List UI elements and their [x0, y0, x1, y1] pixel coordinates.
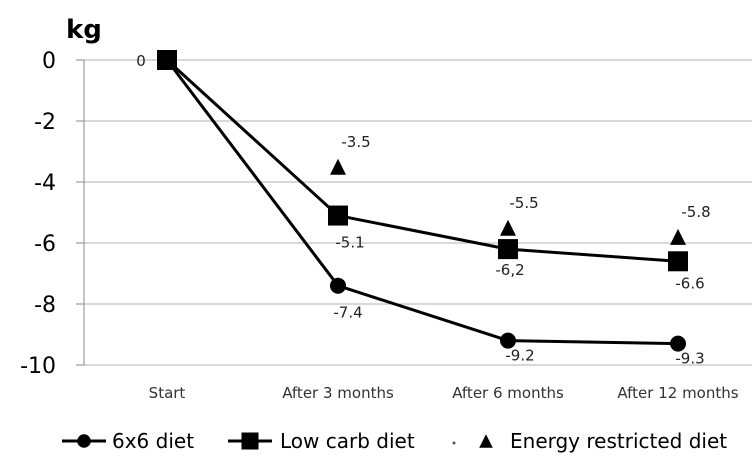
- data-label-energy-restricted-diet: -5.5: [509, 194, 538, 212]
- data-point-low-carb-diet: [498, 239, 518, 260]
- data-label-energy-restricted-diet: -3.5: [341, 133, 370, 151]
- gridlines: [84, 59, 752, 366]
- data-label-6x6-diet: -7.4: [333, 304, 362, 322]
- legend-dot-energy-restricted-diet: [452, 441, 456, 445]
- data-label-energy-restricted-diet: 0: [136, 52, 146, 70]
- y-tick-label: -2: [34, 110, 56, 135]
- legend-label-low-carb-diet: Low carb diet: [280, 429, 415, 453]
- data-label-energy-restricted-diet: -5.8: [681, 203, 710, 221]
- data-point-energy-restricted-diet: [159, 52, 175, 68]
- x-tick-label: After 3 months: [282, 384, 394, 402]
- x-axis: Start After 3 months After 6 months After 1…: [149, 384, 739, 402]
- y-axis-unit-label: kg: [66, 15, 102, 45]
- data-label-low-carb-diet: -6.6: [675, 274, 704, 292]
- data-point-energy-restricted-diet: [330, 158, 346, 175]
- data-labels: -7.4 -9.2 -9.3 -5.1 -6,2 -6.6 0 -3.5 -5.5 -5.8: [136, 52, 710, 368]
- y-axis: kg 0 -2 -4 -6 -8 -10: [20, 15, 102, 379]
- legend-marker-low-carb-diet: [241, 432, 259, 450]
- data-point-low-carb-diet: [328, 205, 348, 226]
- series-line-low-carb-diet: [165, 58, 679, 263]
- legend-marker-energy-restricted-diet: [479, 434, 493, 448]
- x-tick-label: Start: [149, 384, 186, 402]
- data-point-energy-restricted-diet: [500, 219, 516, 236]
- data-label-6x6-diet: -9.3: [675, 350, 704, 368]
- legend-label-energy-restricted-diet: Energy restricted diet: [510, 429, 727, 453]
- legend-marker-6x6-diet: [77, 434, 91, 448]
- series-layer: [157, 50, 688, 352]
- data-point-energy-restricted-diet: [670, 228, 686, 245]
- y-tick-label: 0: [42, 49, 56, 74]
- data-point-6x6-diet: [670, 335, 686, 352]
- legend: 6x6 diet Low carb diet Energy restricted d…: [62, 429, 727, 453]
- data-label-low-carb-diet: -5.1: [335, 234, 364, 252]
- series-line-6x6-diet: [165, 59, 679, 346]
- y-tick-label: -10: [20, 354, 56, 379]
- x-tick-label: After 6 months: [452, 384, 564, 402]
- y-tick-label: -8: [34, 293, 56, 318]
- data-label-low-carb-diet: -6,2: [495, 261, 524, 279]
- data-label-6x6-diet: -9.2: [505, 347, 534, 365]
- y-tick-label: -4: [34, 171, 56, 196]
- legend-label-6x6-diet: 6x6 diet: [112, 429, 194, 453]
- y-tick-label: -6: [34, 232, 56, 257]
- data-point-6x6-diet: [500, 332, 516, 349]
- x-tick-label: After 12 months: [617, 384, 738, 402]
- data-point-6x6-diet: [330, 277, 346, 294]
- data-point-low-carb-diet: [668, 251, 688, 272]
